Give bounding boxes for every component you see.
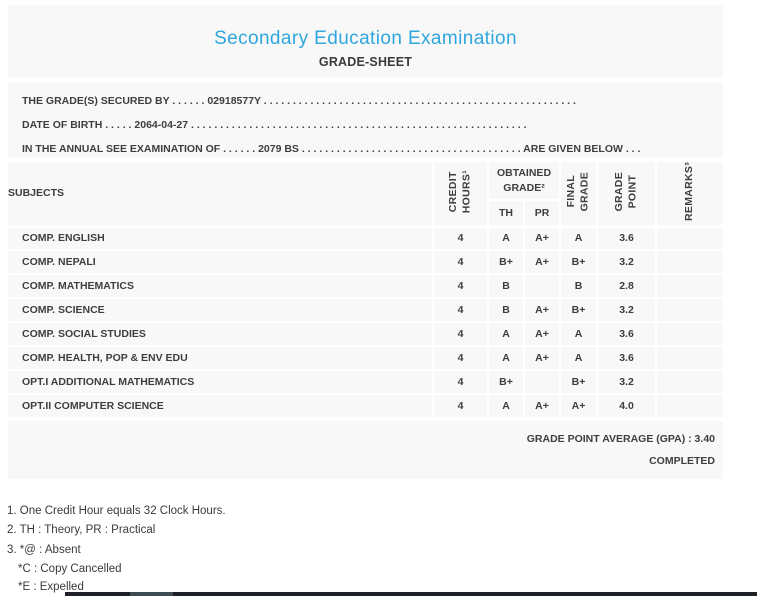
footnote-th-pr: 2. TH : Theory, PR : Practical [7,523,156,536]
col-header-remarks: REMARKS³ [656,162,723,228]
subject-name: OPT.II COMPUTER SCIENCE [8,394,434,419]
col-header-theory: TH [488,200,525,228]
gpa-value: GRADE POINT AVERAGE (GPA) : 3.40 [526,433,715,445]
theory-grade: B+ [488,250,525,275]
col-header-obtained-grade: OBTAINED GRADE² [488,162,561,201]
subject-name: COMP. MATHEMATICS [8,274,434,299]
credit-hours-value: 4 [433,250,489,275]
completion-status: COMPLETED [649,455,715,467]
page-title: Secondary Education Examination [214,28,517,49]
footnote-copy-cancelled: *C : Copy Cancelled [18,562,122,575]
practical-grade: A+ [524,226,561,251]
remarks-cell [656,394,723,419]
practical-grade: A+ [524,250,561,275]
table-row: COMP. SOCIAL STUDIES 4 A A+ A 3.6 [8,322,723,347]
col-header-practical: PR [524,200,561,228]
footnotes: 1. One Credit Hour equals 32 Clock Hours… [7,502,226,597]
final-grade: A [560,226,598,251]
final-grade: B+ [560,250,598,275]
remarks-cell [656,370,723,395]
table-row: COMP. SCIENCE 4 B A+ B+ 3.2 [8,298,723,323]
theory-grade: A [488,226,525,251]
subject-name: COMP. ENGLISH [8,226,434,251]
col-header-grade-point: GRADE POINT [597,162,657,228]
table-row: COMP. NEPALI 4 B+ A+ B+ 3.2 [8,250,723,275]
grade-point: 2.8 [597,274,657,299]
credit-hours-value: 4 [433,394,489,419]
credit-hours-value: 4 [433,274,489,299]
footnote-credit-hour: 1. One Credit Hour equals 32 Clock Hours… [7,505,226,517]
taskbar-accent-segment [130,592,173,596]
subject-name: COMP. NEPALI [8,250,434,275]
grade-point: 3.6 [597,322,657,347]
grade-point: 3.2 [597,250,657,275]
final-grade: A [560,322,598,347]
practical-grade [524,370,561,395]
col-header-final-grade: FINAL GRADE [560,162,598,228]
credit-hours-value: 4 [433,226,489,251]
remarks-cell [656,346,723,371]
title-section: Secondary Education Examination GRADE-SH… [8,5,723,78]
table-row: OPT.II COMPUTER SCIENCE 4 A A+ A+ 4.0 [8,394,723,419]
grades-table: SUBJECTS CREDIT HOURS¹ OBTAINED GRADE² F… [8,162,723,419]
practical-grade: A+ [524,298,561,323]
grade-point: 3.6 [597,226,657,251]
grade-point: 3.6 [597,346,657,371]
practical-grade [524,274,561,299]
subject-name: COMP. SOCIAL STUDIES [8,322,434,347]
info-line-date-of-birth: DATE OF BIRTH . . . . . 2064-04-27 . . .… [22,119,527,131]
theory-grade: B [488,274,525,299]
theory-grade: A [488,322,525,347]
final-grade: B+ [560,370,598,395]
grade-point: 3.2 [597,298,657,323]
theory-grade: B [488,298,525,323]
practical-grade: A+ [524,346,561,371]
doc-subtitle: GRADE-SHEET [318,55,413,69]
summary-section: GRADE POINT AVERAGE (GPA) : 3.40 COMPLET… [8,421,723,479]
remarks-cell [656,226,723,251]
col-header-credit-hours: CREDIT HOURS¹ [433,162,489,228]
subject-name: OPT.I ADDITIONAL MATHEMATICS [8,370,434,395]
credit-hours-value: 4 [433,346,489,371]
practical-grade: A+ [524,322,561,347]
info-line-examination-year: IN THE ANNUAL SEE EXAMINATION OF . . . .… [22,143,641,155]
final-grade: A [560,346,598,371]
theory-grade: A [488,346,525,371]
table-row: COMP. MATHEMATICS 4 B B 2.8 [8,274,723,299]
table-row: OPT.I ADDITIONAL MATHEMATICS 4 B+ B+ 3.2 [8,370,723,395]
final-grade: B [560,274,598,299]
taskbar-edge [65,592,757,596]
table-row: COMP. ENGLISH 4 A A+ A 3.6 [8,226,723,251]
grade-sheet-card: Secondary Education Examination GRADE-SH… [8,5,723,479]
table-row: COMP. HEALTH, POP & ENV EDU 4 A A+ A 3.6 [8,346,723,371]
info-line-secured-by: THE GRADE(S) SECURED BY . . . . . . 0291… [22,95,576,107]
col-header-subjects: SUBJECTS [8,162,434,228]
grade-point: 3.2 [597,370,657,395]
credit-hours-value: 4 [433,298,489,323]
remarks-cell [656,250,723,275]
theory-grade: A [488,394,525,419]
credit-hours-value: 4 [433,370,489,395]
remarks-cell [656,298,723,323]
grade-point: 4.0 [597,394,657,419]
remarks-cell [656,322,723,347]
footnote-absent: 3. *@ : Absent [7,544,81,556]
credit-hours-value: 4 [433,322,489,347]
final-grade: B+ [560,298,598,323]
remarks-cell [656,274,723,299]
subject-name: COMP. SCIENCE [8,298,434,323]
candidate-info-section: THE GRADE(S) SECURED BY . . . . . . 0291… [8,82,723,158]
final-grade: A+ [560,394,598,419]
footnote-expelled: *E : Expelled [18,581,84,593]
practical-grade: A+ [524,394,561,419]
subject-name: COMP. HEALTH, POP & ENV EDU [8,346,434,371]
theory-grade: B+ [488,370,525,395]
